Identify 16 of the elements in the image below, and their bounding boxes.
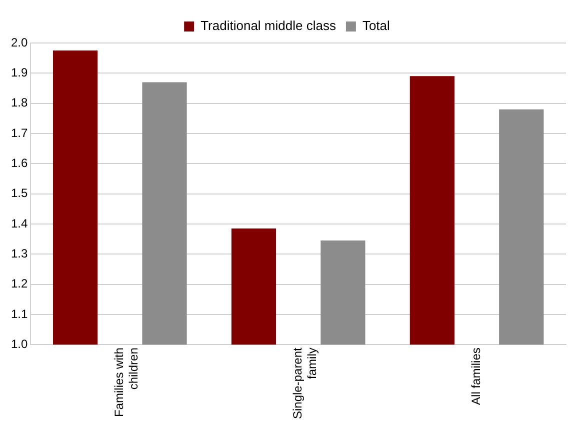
y-tick-label: 1.2 xyxy=(10,276,28,291)
legend-label: Traditional middle class xyxy=(200,18,336,34)
y-tick-label: 2.0 xyxy=(10,35,28,50)
y-tick-label: 1.5 xyxy=(10,186,28,200)
x-tick-label: All families xyxy=(469,348,484,405)
y-tick-label: 1.1 xyxy=(10,306,28,321)
y-tick-label: 1.8 xyxy=(10,96,28,110)
y-tick-label: 1.6 xyxy=(10,156,28,170)
y-tick-label: 1.0 xyxy=(10,336,28,351)
y-tick-label: 1.3 xyxy=(10,246,28,260)
legend-label: Total xyxy=(362,18,390,34)
y-tick-label: 1.7 xyxy=(10,126,28,140)
x-tick-label: Families with children xyxy=(112,348,141,417)
y-tick-label: 1.9 xyxy=(10,65,28,80)
x-tick-label: Single-parent family xyxy=(290,346,320,420)
y-tick-label: 1.4 xyxy=(10,216,28,230)
